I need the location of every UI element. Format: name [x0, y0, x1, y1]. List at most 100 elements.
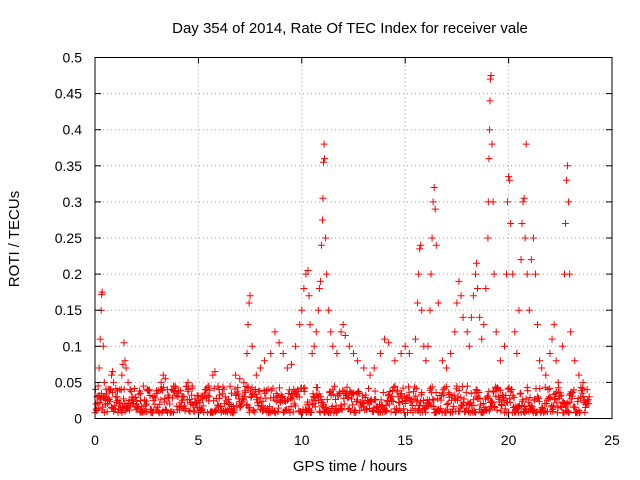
noise-point — [262, 387, 270, 395]
data-point — [320, 158, 328, 166]
data-point — [525, 306, 533, 314]
noise-point — [318, 402, 326, 410]
noise-point — [521, 409, 529, 417]
noise-point — [396, 391, 404, 399]
noise-point — [291, 402, 299, 410]
noise-point — [352, 409, 360, 417]
noise-point — [139, 382, 147, 390]
data-point — [157, 378, 165, 386]
data-point — [279, 350, 287, 358]
noise-point — [240, 396, 248, 404]
noise-point — [577, 383, 585, 391]
noise-point — [212, 407, 220, 415]
data-point — [486, 126, 494, 134]
data-point — [339, 321, 347, 329]
data-point — [94, 382, 102, 390]
noise-point — [138, 402, 146, 410]
data-point — [312, 328, 320, 336]
noise-point — [289, 408, 297, 416]
data-point — [486, 97, 494, 105]
noise-point — [405, 388, 413, 396]
data-point — [529, 234, 537, 242]
noise-point — [126, 406, 134, 414]
data-point — [412, 335, 420, 343]
noise-point — [502, 392, 510, 400]
noise-point — [385, 400, 393, 408]
noise-point — [581, 408, 589, 416]
noise-point — [526, 394, 534, 402]
y-tick-label: 0.35 — [55, 158, 82, 174]
data-point — [558, 342, 566, 350]
noise-point — [579, 392, 587, 400]
noise-point — [142, 401, 150, 409]
noise-point — [196, 407, 204, 415]
noise-point — [437, 396, 445, 404]
data-point — [174, 389, 182, 397]
noise-point — [412, 392, 420, 400]
data-point — [360, 364, 368, 372]
data-point — [163, 386, 171, 394]
noise-point — [240, 393, 248, 401]
data-point — [105, 386, 113, 394]
data-point — [153, 389, 161, 397]
data-point — [327, 328, 335, 336]
data-point — [509, 270, 517, 278]
data-point — [184, 378, 192, 386]
data-point — [248, 342, 256, 350]
data-point — [292, 342, 300, 350]
x-tick-label: 20 — [501, 432, 517, 448]
data-point — [108, 371, 116, 379]
axis-ticks — [94, 57, 613, 419]
noise-point — [300, 387, 308, 395]
noise-point — [154, 403, 162, 411]
data-point — [126, 386, 134, 394]
data-point — [96, 335, 104, 343]
noise-point — [285, 386, 293, 394]
data-point — [416, 245, 424, 253]
data-point — [283, 364, 291, 372]
data-point — [256, 364, 264, 372]
noise-point — [170, 409, 178, 417]
noise-point — [578, 389, 586, 397]
noise-point — [204, 391, 212, 399]
noise-point — [470, 402, 478, 410]
noise-point — [545, 394, 553, 402]
y-tick-label: 0.45 — [55, 86, 82, 102]
noise-point — [459, 401, 467, 409]
noise-point — [548, 401, 556, 409]
noise-point — [251, 386, 259, 394]
data-point — [345, 342, 353, 350]
noise-point — [401, 399, 409, 407]
noise-point — [205, 393, 213, 401]
x-tick-label: 5 — [195, 432, 203, 448]
data-point — [517, 256, 525, 264]
noise-point — [146, 391, 154, 399]
noise-point — [309, 390, 317, 398]
noise-point — [530, 396, 538, 404]
noise-point — [463, 382, 471, 390]
data-point — [531, 270, 539, 278]
noise-point — [564, 408, 572, 416]
data-point — [116, 386, 124, 394]
noise-point — [264, 385, 272, 393]
noise-point — [490, 402, 498, 410]
data-point — [467, 313, 475, 321]
noise-point — [109, 389, 117, 397]
data-point — [298, 306, 306, 314]
noise-point — [94, 404, 102, 412]
noise-point — [460, 395, 468, 403]
noise-point — [211, 408, 219, 416]
data-point — [431, 205, 439, 213]
data-point — [252, 371, 260, 379]
data-point — [261, 357, 269, 365]
noise-point — [142, 397, 150, 405]
noise-point — [568, 392, 576, 400]
noise-point — [340, 400, 348, 408]
noise-point — [349, 390, 357, 398]
data-point — [370, 364, 378, 372]
data-point — [489, 198, 497, 206]
noise-point — [301, 384, 309, 392]
noise-point — [288, 395, 296, 403]
noise-point — [493, 406, 501, 414]
